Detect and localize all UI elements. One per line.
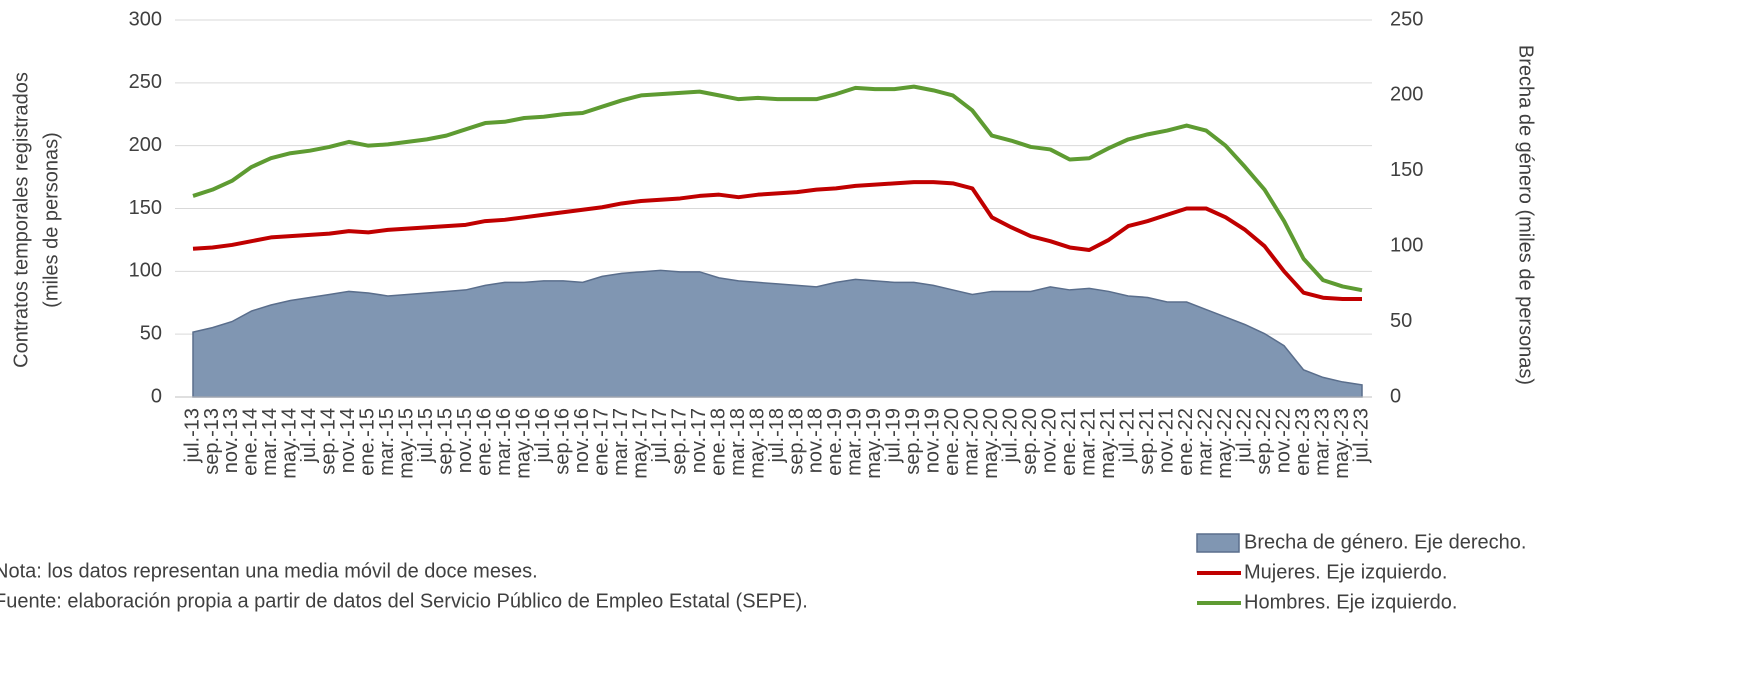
- x-tick-label: may.-17: [629, 408, 651, 479]
- y2-tick-label: 100: [1390, 234, 1423, 256]
- x-tick-label: ene.-18: [707, 408, 729, 476]
- x-tick-label: ene.-23: [1292, 408, 1314, 476]
- x-tick-label: ene.-20: [941, 408, 963, 476]
- x-tick-label: nov.-22: [1272, 408, 1294, 473]
- legend-label: Hombres. Eje izquierdo.: [1244, 591, 1457, 613]
- line: [192, 84, 1363, 293]
- x-tick-label: sep.-20: [1019, 408, 1041, 475]
- x-tick-label: ene.-22: [1175, 408, 1197, 476]
- x-tick-label: may.-20: [980, 408, 1002, 479]
- x-tick-label: jul.-14: [298, 408, 320, 463]
- x-tick-label: sep.-19: [902, 408, 924, 475]
- x-tick-label: mar.-21: [1078, 408, 1100, 476]
- x-tick-label: jul.-20: [1000, 408, 1022, 463]
- x-tick-label: jul.-13: [181, 408, 203, 463]
- x-tick-label: mar.-19: [844, 408, 866, 476]
- x-tick-label: jul.-22: [1233, 408, 1255, 463]
- y-tick-label: 150: [129, 197, 162, 219]
- x-tick-label: mar.-20: [961, 408, 983, 476]
- x-tick-label: nov.-21: [1155, 408, 1177, 473]
- x-tick-label: sep.-13: [201, 408, 223, 475]
- line: [192, 180, 1362, 301]
- y-tick-label: 50: [140, 322, 162, 344]
- y2-tick-label: 250: [1390, 8, 1423, 30]
- x-tick-label: may.-19: [863, 408, 885, 479]
- area: [192, 269, 1363, 398]
- y-tick-label: 0: [151, 385, 162, 407]
- x-tick-label: jul.-16: [532, 408, 554, 463]
- x-tick-label: nov.-13: [220, 408, 242, 473]
- x-tick-label: sep.-22: [1253, 408, 1275, 475]
- x-tick-label: may.-23: [1331, 408, 1353, 479]
- y-tick-label: 200: [129, 134, 162, 156]
- x-tick-label: mar.-14: [259, 408, 281, 476]
- x-tick-label: sep.-18: [785, 408, 807, 475]
- y2-tick-label: 150: [1390, 159, 1423, 181]
- x-tick-label: sep.-16: [551, 408, 573, 475]
- legend-label: Mujeres. Eje izquierdo.: [1244, 561, 1447, 583]
- x-tick-label: jul.-23: [1350, 408, 1372, 463]
- y-tick-label: 250: [129, 71, 162, 93]
- x-tick-label: may.-21: [1097, 408, 1119, 479]
- x-tick-label: mar.-15: [376, 408, 398, 476]
- y2-tick-label: 200: [1390, 84, 1423, 106]
- x-tick-label: jul.-19: [883, 408, 905, 463]
- x-tick-label: may.-14: [279, 408, 301, 479]
- x-tick-label: sep.-17: [668, 408, 690, 475]
- y2-tick-label: 0: [1390, 385, 1401, 407]
- x-tick-label: ene.-15: [357, 408, 379, 476]
- y-axis-title: Contratos temporales registrados: [10, 72, 32, 368]
- note: Nota: los datos representan una media mó…: [0, 560, 538, 582]
- x-tick-label: sep.-14: [318, 408, 340, 475]
- x-tick-label: ene.-19: [824, 408, 846, 476]
- x-tick-label: may.-15: [396, 408, 418, 479]
- x-tick-label: nov.-15: [454, 408, 476, 473]
- x-tick-label: jul.-21: [1116, 408, 1138, 463]
- x-tick-label: mar.-23: [1311, 408, 1333, 476]
- x-tick-label: mar.-16: [493, 408, 515, 476]
- x-tick-label: jul.-17: [649, 408, 671, 463]
- x-tick-label: jul.-18: [766, 408, 788, 463]
- legend-swatch: [1196, 533, 1240, 553]
- note: Fuente: elaboración propia a partir de d…: [0, 590, 808, 612]
- legend-label: Brecha de género. Eje derecho.: [1244, 531, 1526, 553]
- x-tick-label: ene.-16: [474, 408, 496, 476]
- x-tick-label: may.-18: [746, 408, 768, 479]
- x-tick-label: ene.-14: [240, 408, 262, 476]
- x-tick-label: nov.-14: [337, 408, 359, 473]
- x-tick-label: ene.-17: [590, 408, 612, 476]
- y2-axis-title: Brecha de género (miles de personas): [1515, 45, 1537, 385]
- x-tick-label: nov.-18: [805, 408, 827, 473]
- x-tick-label: sep.-21: [1136, 408, 1158, 475]
- x-tick-label: nov.-20: [1039, 408, 1061, 473]
- y2-tick-label: 50: [1390, 310, 1412, 332]
- x-tick-label: nov.-16: [571, 408, 593, 473]
- x-tick-label: ene.-21: [1058, 408, 1080, 476]
- x-tick-label: mar.-17: [610, 408, 632, 476]
- x-tick-label: mar.-18: [727, 408, 749, 476]
- x-tick-label: may.-22: [1214, 408, 1236, 479]
- y-axis-title: (miles de personas): [40, 132, 62, 308]
- y-tick-label: 300: [129, 8, 162, 30]
- x-tick-label: mar.-22: [1194, 408, 1216, 476]
- x-tick-label: may.-16: [512, 408, 534, 479]
- x-tick-label: sep.-15: [435, 408, 457, 475]
- x-tick-label: jul.-15: [415, 408, 437, 463]
- x-tick-label: nov.-19: [922, 408, 944, 473]
- x-tick-label: nov.-17: [688, 408, 710, 473]
- y-tick-label: 100: [129, 260, 162, 282]
